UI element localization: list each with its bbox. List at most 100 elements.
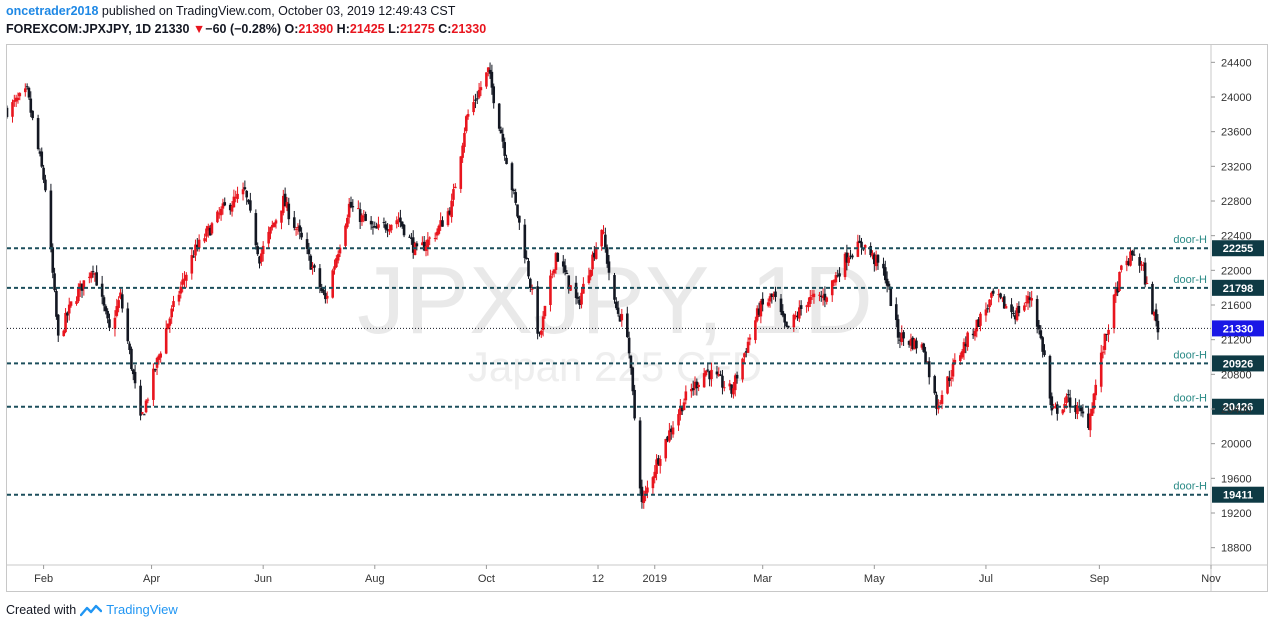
level-badge-label: 20426 [1223,402,1254,414]
candle-body [838,273,841,277]
candle-body [591,254,594,270]
candle-body [358,209,362,222]
candle-body [1065,396,1068,403]
level-badge-label: 22255 [1223,243,1254,255]
created-with-label: Created with [6,602,77,617]
candle-body [940,395,944,404]
candle-body [563,265,567,273]
candle-body [320,287,324,292]
chart-frame[interactable]: JPXJPY, 1D Japan 225 CFD door-H 22255 door… [6,44,1268,592]
candle-body [100,283,104,297]
candle-body [208,228,212,236]
candle-body [744,351,748,353]
candle-body [170,308,173,318]
candle-body [274,220,278,224]
candle-body [668,430,671,442]
candle-body [23,88,27,93]
candle-body [1010,304,1013,313]
candle-body [441,220,444,227]
candle-body [690,388,693,392]
candle-body [1129,251,1132,266]
candle-body [82,280,86,289]
price-axis[interactable]: 18800 19200 19600 20000 20400 20800 21200 21600… [1210,45,1252,591]
candle-body [281,195,285,213]
price-tick-label: 20800 [1221,369,1252,381]
candle-body [927,361,931,378]
candle-body [593,252,596,258]
watermark-title: JPXJPY, 1D [357,247,873,354]
candle-body [1140,264,1143,266]
candle-body [280,210,283,223]
candle-body [36,118,40,150]
candle-body [7,107,9,117]
price-tick-label: 23600 [1221,127,1252,139]
price-tick-label: 22000 [1221,265,1252,277]
price-change: −60 (−0.28%) [205,22,282,36]
candle-body [964,343,968,347]
candle-body [810,295,814,297]
candle-body [1145,283,1149,285]
candle-body [979,313,982,326]
candle-body [40,151,44,167]
candlestick-chart[interactable]: JPXJPY, 1D Japan 225 CFD door-H22255door… [7,45,1267,591]
candle-body [157,355,161,360]
candle-body [754,320,757,341]
candle-body [206,226,210,231]
candle-body [362,216,366,218]
candle-body [78,283,82,291]
candle-body [389,224,393,231]
candle-body [11,102,14,117]
close-label: C: [438,22,452,36]
candle-body [18,93,22,97]
level-label: door-H [1173,349,1207,361]
candle-body [1026,295,1030,304]
level-badge [1212,486,1264,503]
candle-body [386,229,389,231]
candle-body [807,301,810,308]
candle-body [997,294,1001,296]
candle-body [1131,250,1134,256]
candle-body [911,337,915,349]
candle-body [192,256,195,258]
candle-body [181,279,184,285]
candle-body [812,293,816,298]
time-tick-label: 2019 [643,573,667,585]
author-link[interactable]: oncetrader2018 [6,4,99,18]
down-triangle-icon: ▼ [192,22,206,36]
candle-body [292,217,296,228]
level-badge [1212,398,1264,415]
price-tick-label: 18800 [1221,543,1252,555]
candle-body [324,292,327,300]
candle-body [452,189,455,200]
candle-body [424,246,428,251]
candle-body [243,187,247,190]
candle-body [113,317,117,329]
candle-body [499,129,503,134]
candle-body [779,298,783,313]
time-axis[interactable]: Feb Apr Jun Aug Oct 12 2019 Mar May Jul Sep Nov [7,564,1267,585]
tradingview-brand[interactable]: TradingView [106,602,178,617]
candle-body [272,222,276,227]
time-tick-label: Jun [254,573,272,585]
open-label: O: [284,22,299,36]
candle-body [876,254,880,263]
candle-body [684,391,688,401]
price-tick-label: 22800 [1221,196,1252,208]
candle-body [331,270,335,298]
candle-body [77,288,80,302]
candle-body [538,332,541,334]
time-tick-label: Nov [1201,573,1221,585]
candle-body [922,343,926,352]
candle-body [285,201,289,208]
candle-body [527,260,530,277]
candle-body [216,211,219,223]
candle-body [120,294,124,309]
candle-body [627,337,631,354]
level-label: door-H [1173,274,1207,286]
candle-body [474,99,477,101]
candle-body [1103,333,1107,350]
candle-body [832,279,836,283]
candle-body [369,220,373,225]
candle-body [146,399,150,401]
candle-body [93,273,97,275]
